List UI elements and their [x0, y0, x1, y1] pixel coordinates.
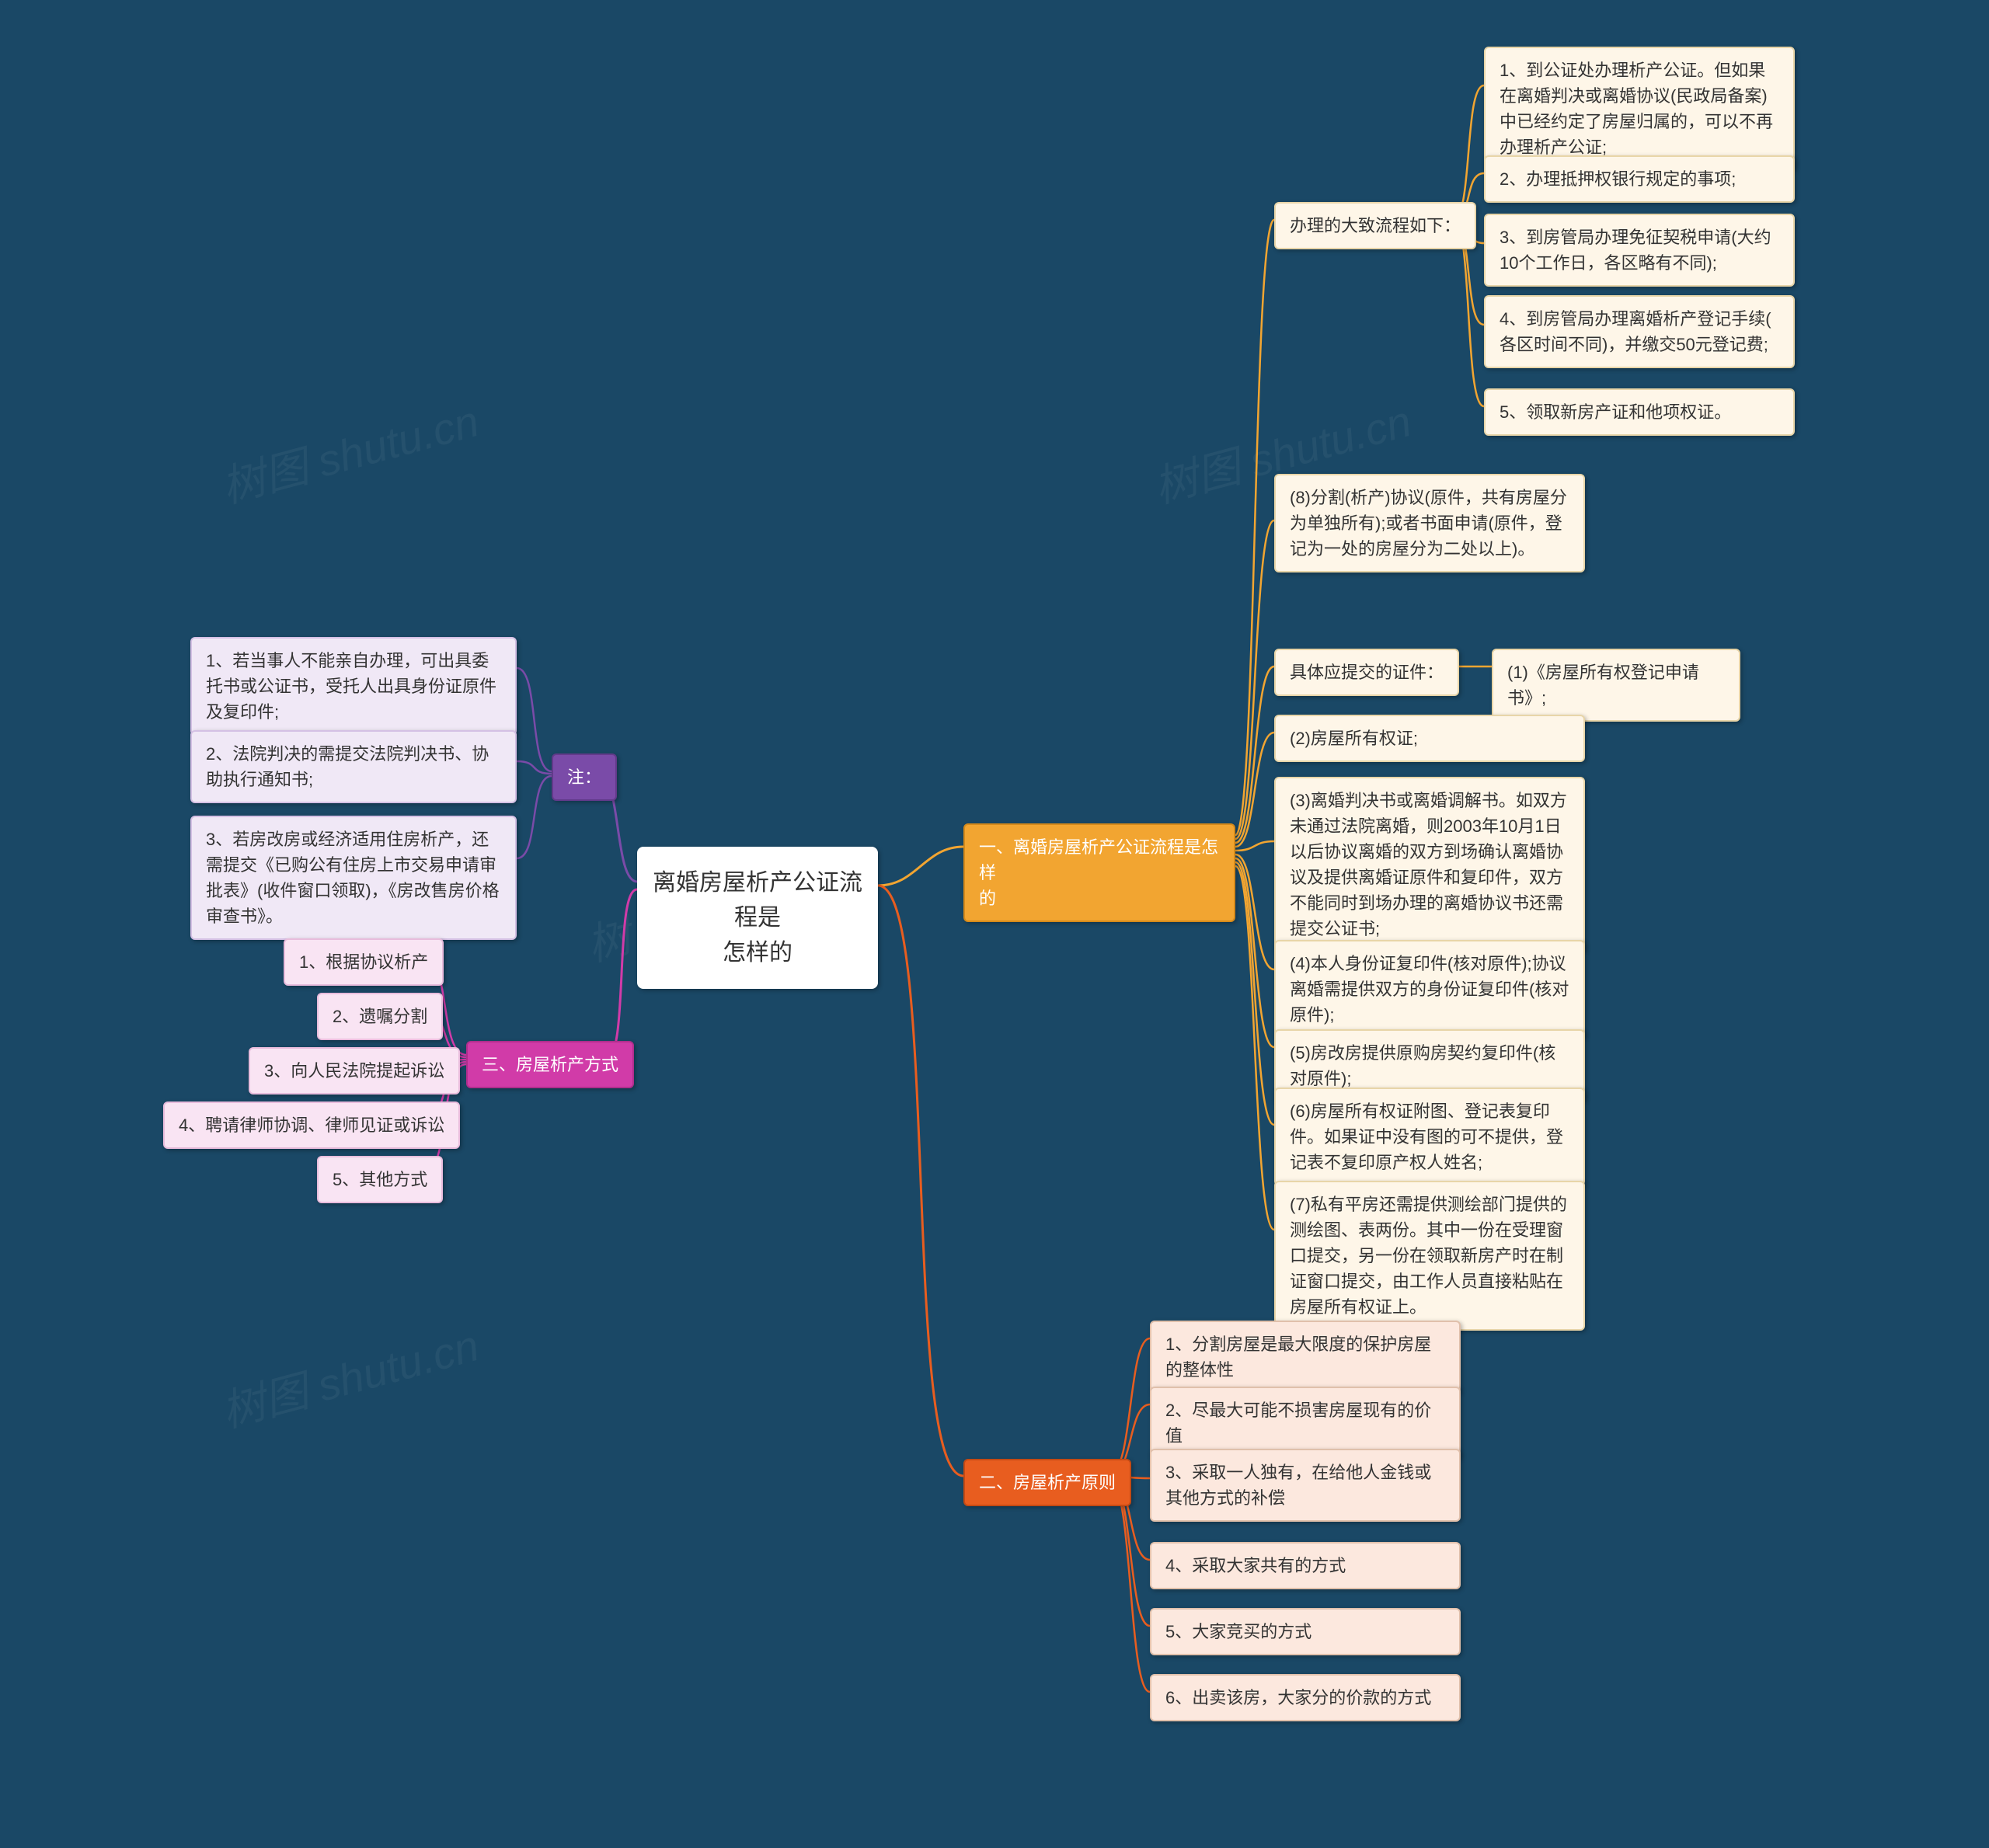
root-node[interactable]: 离婚房屋析产公证流程是 怎样的	[637, 847, 878, 989]
b1-proc-item-3[interactable]: 3、到房管局办理免征契税申请(大约10个工作日，各区略有不同);	[1484, 214, 1795, 287]
root-text-2: 怎样的	[723, 940, 792, 966]
branch-1-text-2: 的	[979, 889, 996, 908]
b4-item-1[interactable]: 1、根据协议析产	[284, 938, 444, 986]
b1-doc-item-8[interactable]: (8)分割(析产)协议(原件，共有房屋分为单独所有);或者书面申请(原件，登记为…	[1274, 474, 1585, 572]
watermark: 树图 shutu.cn	[214, 1310, 485, 1439]
b3-item-3[interactable]: 3、若房改房或经济适用住房析产，还需提交《已购公有住房上市交易申请审批表》(收件…	[190, 816, 517, 940]
b2-item-6[interactable]: 6、出卖该房，大家分的价款的方式	[1150, 1674, 1461, 1721]
b1-doc-item-6[interactable]: (6)房屋所有权证附图、登记表复印件。如果证中没有图的可不提供，登记表不复印原产…	[1274, 1088, 1585, 1186]
branch-4[interactable]: 三、房屋析产方式	[466, 1041, 634, 1088]
root-text-1: 离婚房屋析产公证流程是	[653, 870, 862, 931]
b4-item-3[interactable]: 3、向人民法院提起诉讼	[249, 1047, 460, 1095]
branch-1-text-1: 一、离婚房屋析产公证流程是怎样	[979, 837, 1218, 882]
b4-item-5[interactable]: 5、其他方式	[317, 1156, 443, 1203]
b2-item-1[interactable]: 1、分割房屋是最大限度的保护房屋的整体性	[1150, 1321, 1461, 1394]
b4-item-2[interactable]: 2、遗嘱分割	[317, 993, 443, 1040]
b2-item-3[interactable]: 3、采取一人独有，在给他人金钱或其他方式的补偿	[1150, 1449, 1461, 1522]
watermark: 树图 shutu.cn	[214, 386, 485, 515]
b1-proc-item-2[interactable]: 2、办理抵押权银行规定的事项;	[1484, 155, 1795, 203]
b3-item-1[interactable]: 1、若当事人不能亲自办理，可出具委托书或公证书，受托人出具身份证原件及复印件;	[190, 637, 517, 736]
b1-doc-item-2[interactable]: (2)房屋所有权证;	[1274, 715, 1585, 762]
b1-proc-item-5[interactable]: 5、领取新房产证和他项权证。	[1484, 388, 1795, 436]
b2-item-5[interactable]: 5、大家竞买的方式	[1150, 1608, 1461, 1655]
b3-item-2[interactable]: 2、法院判决的需提交法院判决书、协助执行通知书;	[190, 730, 517, 803]
b1-doc-item-4[interactable]: (4)本人身份证复印件(核对原件);协议离婚需提供双方的身份证复印件(核对原件)…	[1274, 940, 1585, 1039]
branch-1[interactable]: 一、离婚房屋析产公证流程是怎样 的	[963, 823, 1235, 922]
b2-item-4[interactable]: 4、采取大家共有的方式	[1150, 1542, 1461, 1589]
b1-doc-item-1[interactable]: (1)《房屋所有权登记申请书》;	[1492, 649, 1740, 722]
branch-2[interactable]: 二、房屋析产原则	[963, 1459, 1131, 1506]
b1-doc-label[interactable]: 具体应提交的证件：	[1274, 649, 1459, 696]
b1-doc-item-7[interactable]: (7)私有平房还需提供测绘部门提供的测绘图、表两份。其中一份在受理窗口提交，另一…	[1274, 1181, 1585, 1331]
b1-procedure-label[interactable]: 办理的大致流程如下：	[1274, 202, 1476, 249]
branch-3[interactable]: 注：	[552, 753, 617, 801]
b4-item-4[interactable]: 4、聘请律师协调、律师见证或诉讼	[163, 1101, 460, 1149]
b1-proc-item-1[interactable]: 1、到公证处办理析产公证。但如果在离婚判决或离婚协议(民政局备案)中已经约定了房…	[1484, 47, 1795, 171]
b1-proc-item-4[interactable]: 4、到房管局办理离婚析产登记手续( 各区时间不同)，并缴交50元登记费;	[1484, 295, 1795, 368]
b1-doc-item-3[interactable]: (3)离婚判决书或离婚调解书。如双方未通过法院离婚，则2003年10月1日以后协…	[1274, 777, 1585, 952]
